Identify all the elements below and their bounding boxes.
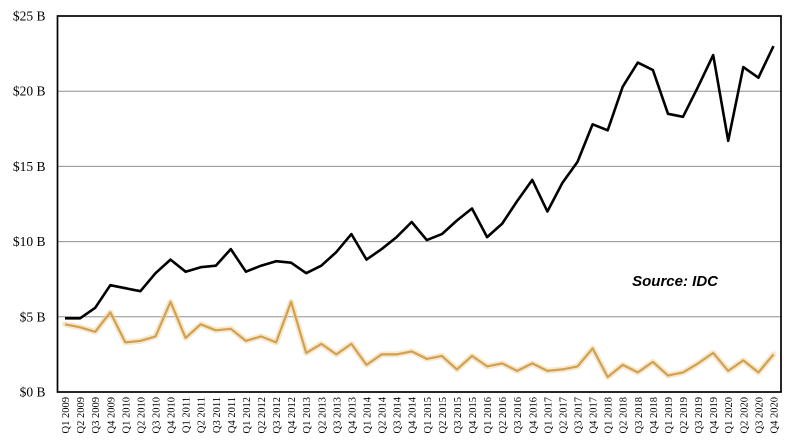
x-axis-tick-label: Q4 2013 [347,397,358,433]
x-axis-tick-label: Q4 2017 [589,397,600,433]
x-axis-tick-label: Q4 2016 [528,397,539,433]
x-axis-tick-label: Q3 2010 [152,397,163,433]
x-axis-tick-label: Q4 2009 [106,397,117,433]
orange-series-line [64,300,775,379]
plot-border [56,15,782,393]
x-axis-tick-label: Q2 2012 [257,397,268,433]
black-series-line [65,45,775,320]
x-axis-tick-label: Q1 2018 [604,397,615,433]
source-note: Source: IDC [632,273,718,290]
x-axis-tick-label: Q1 2011 [182,397,193,433]
x-axis-tick-label: Q3 2018 [634,397,645,433]
x-axis-tick-label: Q2 2010 [136,397,147,433]
x-axis-tick-label: Q1 2010 [121,397,132,433]
x-axis-tick-label: Q1 2014 [363,396,374,433]
x-axis-tick-label: Q4 2011 [227,397,238,433]
x-axis-tick-label: Q3 2020 [754,397,765,433]
x-axis-tick-label: Q2 2019 [679,397,690,433]
x-axis-tick-label: Q2 2017 [558,397,569,433]
x-axis-tick-label: Q2 2009 [76,397,87,433]
y-axis-tick-label: $5 B [20,309,46,324]
x-axis-tick-label: Q4 2014 [408,396,419,433]
y-axis-tick-label: $25 B [13,9,46,24]
x-axis-tick-label: Q1 2017 [543,397,554,433]
orange-series-glow [62,298,777,380]
y-axis-tick-label: $20 B [13,84,46,99]
x-axis-tick-label: Q1 2015 [423,397,434,433]
x-axis-tick-label: Q1 2012 [242,397,253,433]
y-axis-tick-label: $10 B [13,234,46,249]
x-axis-tick-label: Q1 2020 [724,397,735,433]
x-axis-tick-label: Q4 2015 [468,397,479,433]
x-axis-tick-label: Q3 2009 [91,397,102,433]
x-axis-tick-label: Q3 2019 [694,397,705,433]
x-axis-tick-label: Q1 2013 [302,397,313,433]
x-axis-tick-label: Q4 2020 [770,397,781,433]
x-axis-tick-label: Q3 2013 [332,397,343,433]
x-axis-tick-label: Q3 2011 [212,397,223,433]
x-axis-tick-label: Q2 2020 [739,397,750,433]
x-axis-tick-label: Q1 2009 [61,397,72,433]
x-axis-tick-label: Q1 2019 [664,397,675,433]
y-axis-tick-label: $15 B [13,159,46,174]
x-axis-tick-label: Q2 2014 [378,396,389,433]
x-axis-tick-label: Q2 2011 [197,397,208,433]
x-axis-tick-label: Q4 2010 [167,397,178,433]
x-axis-tick-label: Q2 2013 [317,397,328,433]
x-axis-tick-label: Q2 2015 [438,397,449,433]
x-axis-tick-label: Q4 2012 [287,397,298,433]
x-axis-tick-label: Q3 2016 [513,397,524,433]
x-axis-tick-label: Q4 2019 [709,397,720,433]
x-axis-tick-label: Q2 2016 [498,397,509,433]
x-axis-tick-label: Q3 2015 [453,397,464,433]
x-axis-tick-label: Q2 2018 [619,397,630,433]
x-axis-tick-label: Q4 2018 [649,397,660,433]
x-axis-tick-label: Q1 2016 [483,397,494,433]
x-axis-tick-label: Q3 2017 [574,397,585,433]
y-axis-tick-label: $0 B [20,385,46,400]
x-axis-tick-label: Q3 2012 [272,397,283,433]
x-axis-tick-label: Q3 2014 [393,396,404,433]
